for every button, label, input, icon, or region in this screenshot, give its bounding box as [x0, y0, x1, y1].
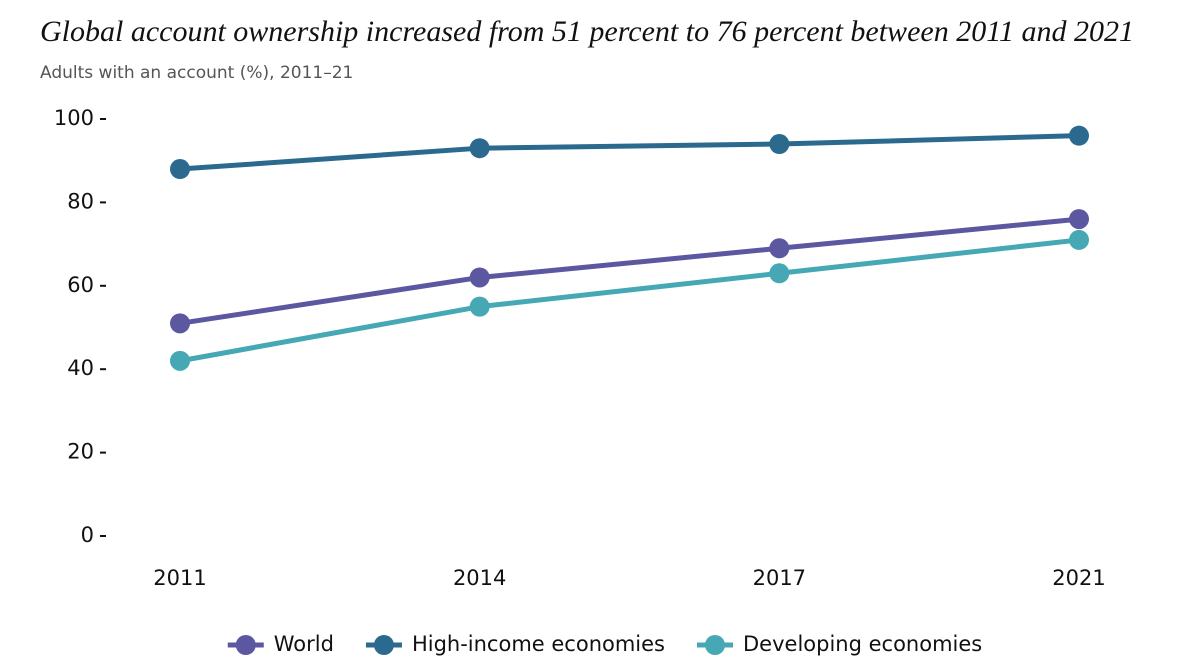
- data-point: [769, 134, 790, 155]
- legend-label: High-income economies: [412, 632, 665, 656]
- legend-marker: [373, 635, 394, 655]
- series-line: [179, 216, 1080, 326]
- data-point: [769, 238, 790, 259]
- x-tick-label: 2017: [753, 566, 806, 590]
- data-point: [1069, 125, 1089, 146]
- data-point: [469, 138, 490, 159]
- legend-label: World: [274, 632, 334, 656]
- y-tick-label: 100: [54, 106, 94, 130]
- data-point: [1069, 209, 1089, 230]
- data-point: [769, 263, 790, 284]
- y-tick-label: 0: [81, 523, 94, 547]
- data-point: [469, 296, 490, 317]
- data-point: [170, 313, 190, 334]
- chart-subtitle: Adults with an account (%), 2011–21: [40, 63, 353, 83]
- series-line: [179, 237, 1080, 364]
- legend-marker: [705, 635, 726, 655]
- y-tick-label: 60: [67, 273, 94, 297]
- legend-label: Developing economies: [743, 632, 982, 656]
- y-tick-label: 20: [67, 440, 94, 464]
- chart-title: Global account ownership increased from …: [40, 15, 1134, 48]
- x-tick-label: 2014: [453, 566, 506, 590]
- data-point: [1069, 229, 1089, 250]
- data-point: [170, 159, 190, 180]
- legend-marker: [235, 635, 256, 655]
- series-line: [179, 133, 1080, 172]
- legend: World High-income economies Developing eco…: [227, 632, 982, 656]
- y-tick-label: 80: [67, 189, 94, 213]
- x-tick-label: 2011: [153, 566, 206, 590]
- data-point: [469, 267, 490, 288]
- x-tick-label: 2021: [1052, 566, 1105, 590]
- data-point: [170, 350, 190, 371]
- y-tick-label: 40: [67, 356, 94, 380]
